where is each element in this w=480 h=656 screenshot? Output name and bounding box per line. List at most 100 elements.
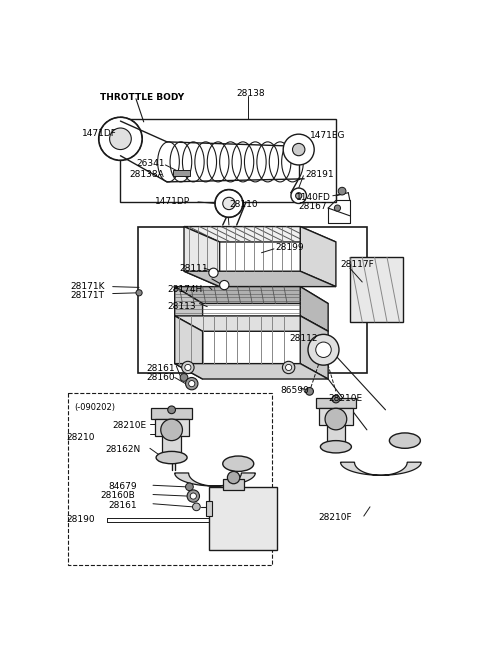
Text: 1140FD: 1140FD [296, 193, 330, 201]
Bar [152, 408, 192, 419]
Text: 28210E: 28210E [328, 394, 362, 403]
Circle shape [185, 364, 191, 371]
Circle shape [109, 128, 132, 150]
Bar [223, 479, 244, 490]
Text: 1471EG: 1471EG [310, 131, 345, 140]
Bar [316, 398, 356, 408]
Polygon shape [184, 271, 336, 287]
Circle shape [186, 377, 198, 390]
Circle shape [99, 117, 142, 160]
Polygon shape [300, 287, 328, 331]
Bar [137, 226, 367, 373]
Circle shape [292, 144, 305, 155]
Text: 28210: 28210 [66, 433, 95, 442]
Text: 28210F: 28210F [319, 513, 352, 522]
Polygon shape [175, 473, 255, 486]
Bar [350, 257, 403, 322]
Circle shape [180, 374, 188, 381]
Circle shape [189, 380, 195, 387]
Text: 28112: 28112 [289, 335, 318, 343]
Bar [209, 487, 277, 550]
Bar [326, 419, 345, 442]
Text: 28138A: 28138A [130, 170, 165, 178]
Bar [175, 141, 181, 182]
Circle shape [325, 408, 347, 430]
Text: 28171T: 28171T [71, 291, 105, 300]
Ellipse shape [223, 456, 254, 472]
Bar [249, 141, 255, 182]
Circle shape [220, 281, 229, 290]
Text: 28190: 28190 [66, 514, 95, 523]
Ellipse shape [389, 433, 420, 448]
Circle shape [338, 188, 346, 195]
Circle shape [192, 503, 200, 510]
Bar [224, 141, 230, 182]
Bar [155, 419, 189, 436]
Polygon shape [175, 363, 328, 379]
Text: 28138: 28138 [237, 89, 265, 98]
Text: 28191: 28191 [305, 170, 334, 178]
Text: 84679: 84679 [108, 482, 137, 491]
Bar [173, 170, 190, 176]
Polygon shape [184, 226, 220, 287]
Polygon shape [184, 226, 336, 242]
Circle shape [296, 193, 302, 199]
Bar [286, 141, 292, 182]
Circle shape [306, 388, 313, 395]
Bar [162, 430, 181, 453]
Circle shape [308, 335, 339, 365]
Circle shape [223, 197, 235, 210]
Circle shape [316, 342, 331, 358]
Circle shape [209, 268, 218, 277]
Text: 26341: 26341 [136, 159, 165, 168]
Bar [274, 141, 280, 182]
Bar [187, 141, 193, 182]
Circle shape [186, 483, 193, 491]
Ellipse shape [321, 441, 351, 453]
Text: 1471DP: 1471DP [155, 197, 190, 206]
Text: 28113: 28113 [167, 302, 195, 311]
Text: 28210E: 28210E [113, 420, 147, 430]
Text: 28111: 28111 [180, 264, 208, 272]
Circle shape [282, 361, 295, 374]
Polygon shape [175, 316, 203, 379]
Circle shape [190, 493, 196, 499]
Bar [212, 141, 218, 182]
Circle shape [335, 205, 340, 211]
Text: 28160B: 28160B [100, 491, 135, 501]
Circle shape [228, 472, 240, 483]
Text: (-090202): (-090202) [74, 403, 115, 412]
Text: 1471DF: 1471DF [82, 129, 117, 138]
Text: 28160: 28160 [147, 373, 175, 382]
Polygon shape [175, 316, 328, 331]
Text: THROTTLE BODY: THROTTLE BODY [100, 92, 184, 102]
Text: 28161: 28161 [108, 501, 137, 510]
Polygon shape [300, 226, 336, 287]
Bar [68, 393, 272, 565]
Circle shape [136, 290, 142, 296]
Polygon shape [175, 287, 203, 331]
Bar [120, 119, 336, 202]
Text: 28167: 28167 [299, 202, 327, 211]
Circle shape [286, 364, 292, 371]
Ellipse shape [156, 451, 187, 464]
Circle shape [283, 134, 314, 165]
Text: 86590: 86590 [280, 386, 309, 395]
Bar [200, 141, 206, 182]
Text: 28171K: 28171K [71, 282, 105, 291]
Polygon shape [300, 316, 328, 379]
Bar [319, 408, 353, 425]
Polygon shape [340, 462, 421, 475]
Circle shape [181, 361, 194, 374]
Text: 28110: 28110 [229, 200, 258, 209]
Polygon shape [175, 287, 328, 304]
Text: 28117F: 28117F [340, 260, 374, 270]
Circle shape [215, 190, 243, 217]
Circle shape [161, 419, 182, 441]
Bar [237, 141, 243, 182]
Bar [262, 141, 268, 182]
Circle shape [332, 395, 340, 403]
Text: 28199: 28199 [276, 243, 304, 253]
Circle shape [168, 406, 176, 414]
Circle shape [187, 490, 200, 502]
